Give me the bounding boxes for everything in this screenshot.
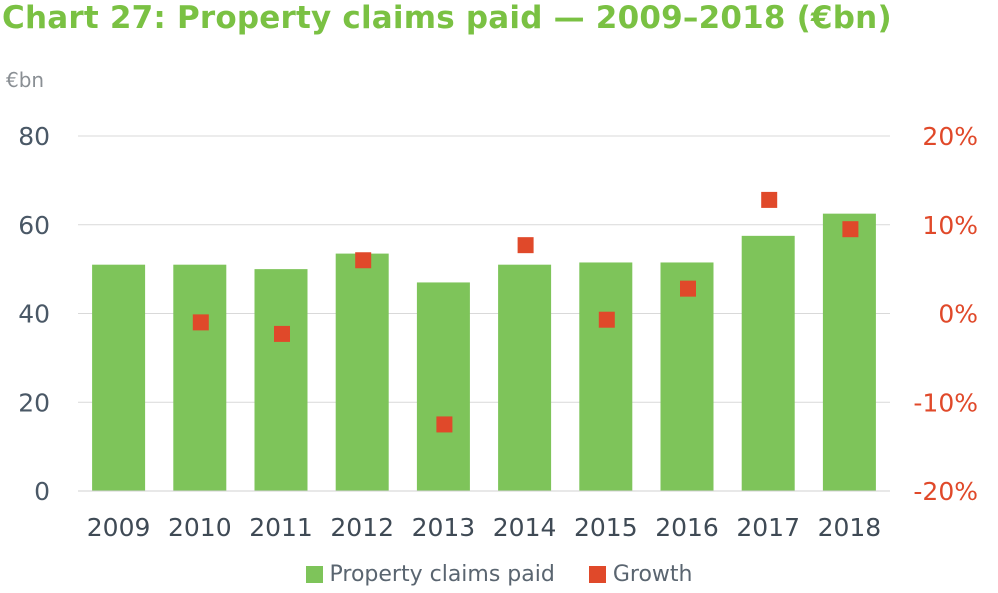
x-tick-label: 2011 [249,513,313,542]
y-tick-label: 0 [34,477,50,506]
bar-property-claims [741,235,795,491]
bar-property-claims [254,269,308,491]
growth-marker [598,311,615,328]
legend-swatch-growth [588,566,606,583]
x-tick-label: 2012 [330,513,394,542]
y-tick-label: 80 [18,122,50,151]
growth-marker [680,280,696,297]
growth-marker [761,191,778,208]
legend-item-claims: Property claims paid [305,562,555,587]
x-tick-label: 2017 [736,513,800,542]
x-tick-label: 2013 [412,513,476,542]
y2-tick-label: 0% [938,300,978,329]
y2-tick-label: -10% [913,388,978,417]
y-tick-label: 20 [18,388,50,417]
x-tick-label: 2016 [655,513,719,542]
bar-property-claims [335,253,389,491]
chart-title: Chart 27: Property claims paid — 2009–20… [2,0,892,36]
y2-tick-label: 20% [922,122,978,151]
legend-label-claims: Property claims paid [329,562,555,587]
chart-legend: Property claims paid Growth [0,562,998,587]
bar-property-claims [92,264,146,491]
y-tick-label: 60 [18,211,50,240]
growth-marker [517,237,534,254]
x-tick-label: 2015 [574,513,638,542]
legend-item-growth: Growth [588,562,693,587]
growth-marker [274,325,290,342]
x-tick-label: 2014 [493,513,557,542]
x-tick-label: 2010 [168,513,232,542]
growth-marker [842,221,859,238]
y2-tick-label: 10% [922,211,978,240]
y-tick-label: 40 [18,300,50,329]
x-tick-label: 2018 [818,513,882,542]
bar-property-claims [579,262,633,491]
y2-tick-label: -20% [913,477,978,506]
bar-property-claims [498,264,552,491]
growth-marker [355,252,372,269]
growth-marker [192,314,209,331]
bar-property-claims [660,262,714,491]
growth-marker [436,416,453,433]
bar-property-claims [416,282,470,491]
legend-swatch-claims [305,566,323,583]
bar-property-claims [822,213,876,491]
x-tick-label: 2009 [87,513,151,542]
bar-property-claims [173,264,227,491]
y-axis-unit-label: €bn [6,68,45,92]
legend-label-growth: Growth [612,562,693,587]
